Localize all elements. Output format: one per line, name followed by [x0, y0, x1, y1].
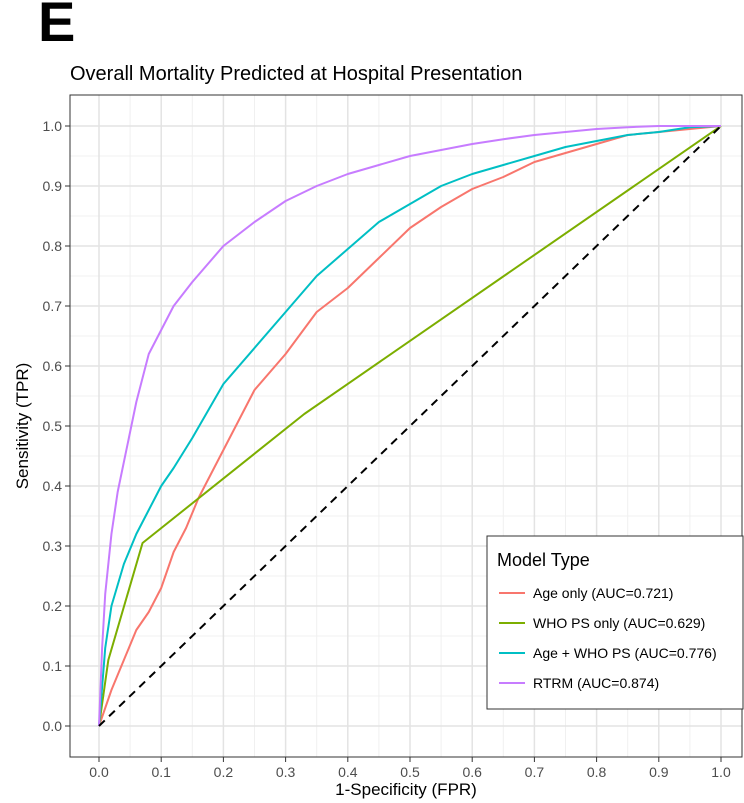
x-tick-label: 0.9: [649, 764, 669, 780]
x-tick-label: 0.5: [400, 764, 420, 780]
x-tick-label: 0.4: [338, 764, 358, 780]
series-line-3: [98, 125, 721, 727]
y-axis-title: Sensitivity (TPR): [13, 363, 32, 490]
series-line-2: [98, 125, 722, 727]
y-tick-label: 0.0: [43, 718, 63, 734]
x-axis: 0.0 0.1 0.2 0.3 0.4 0.5 0.6 0.7 0.8 0.9 1.0: [89, 757, 731, 780]
y-tick-label: 1.0: [43, 118, 63, 134]
x-tick-label: 0.2: [214, 764, 234, 780]
y-tick-label: 0.3: [43, 538, 63, 554]
y-axis: 0.0 0.1 0.2 0.3 0.4 0.5 0.6 0.7 0.8 0.9 1.0: [43, 118, 70, 734]
x-tick-label: 0.6: [462, 764, 482, 780]
legend-label-0: Age only (AUC=0.721): [533, 585, 673, 601]
y-tick-label: 0.7: [43, 298, 63, 314]
y-tick-label: 0.5: [43, 418, 63, 434]
x-tick-label: 0.0: [89, 764, 109, 780]
y-tick-label: 0.6: [43, 358, 63, 374]
x-axis-title: 1-Specificity (FPR): [335, 780, 477, 799]
x-tick-label: 0.8: [587, 764, 607, 780]
y-tick-label: 0.9: [43, 178, 63, 194]
reference-diagonal-line: [98, 125, 722, 727]
legend-label-1: WHO PS only (AUC=0.629): [533, 615, 705, 631]
series-layer: [98, 125, 722, 727]
series-line-0: [98, 125, 722, 727]
y-tick-label: 0.2: [43, 598, 63, 614]
x-tick-label: 0.3: [276, 764, 296, 780]
x-tick-label: 1.0: [711, 764, 731, 780]
series-line-1: [98, 125, 722, 727]
legend-items: Age only (AUC=0.721) WHO PS only (AUC=0.6…: [499, 585, 717, 691]
y-tick-label: 0.1: [43, 658, 63, 674]
legend-label-3: RTRM (AUC=0.874): [533, 675, 659, 691]
y-tick-label: 0.4: [43, 478, 63, 494]
panel-label: E: [38, 0, 76, 53]
legend-title: Model Type: [497, 550, 590, 570]
legend-label-2: Age + WHO PS (AUC=0.776): [533, 645, 717, 661]
chart-title: Overall Mortality Predicted at Hospital …: [70, 63, 522, 85]
x-tick-label: 0.7: [525, 764, 545, 780]
legend-box: [486, 535, 744, 710]
y-tick-label: 0.8: [43, 238, 63, 254]
legend: Model Type Age only (AUC=0.721) WHO PS on…: [486, 535, 744, 710]
x-tick-label: 0.1: [151, 764, 171, 780]
